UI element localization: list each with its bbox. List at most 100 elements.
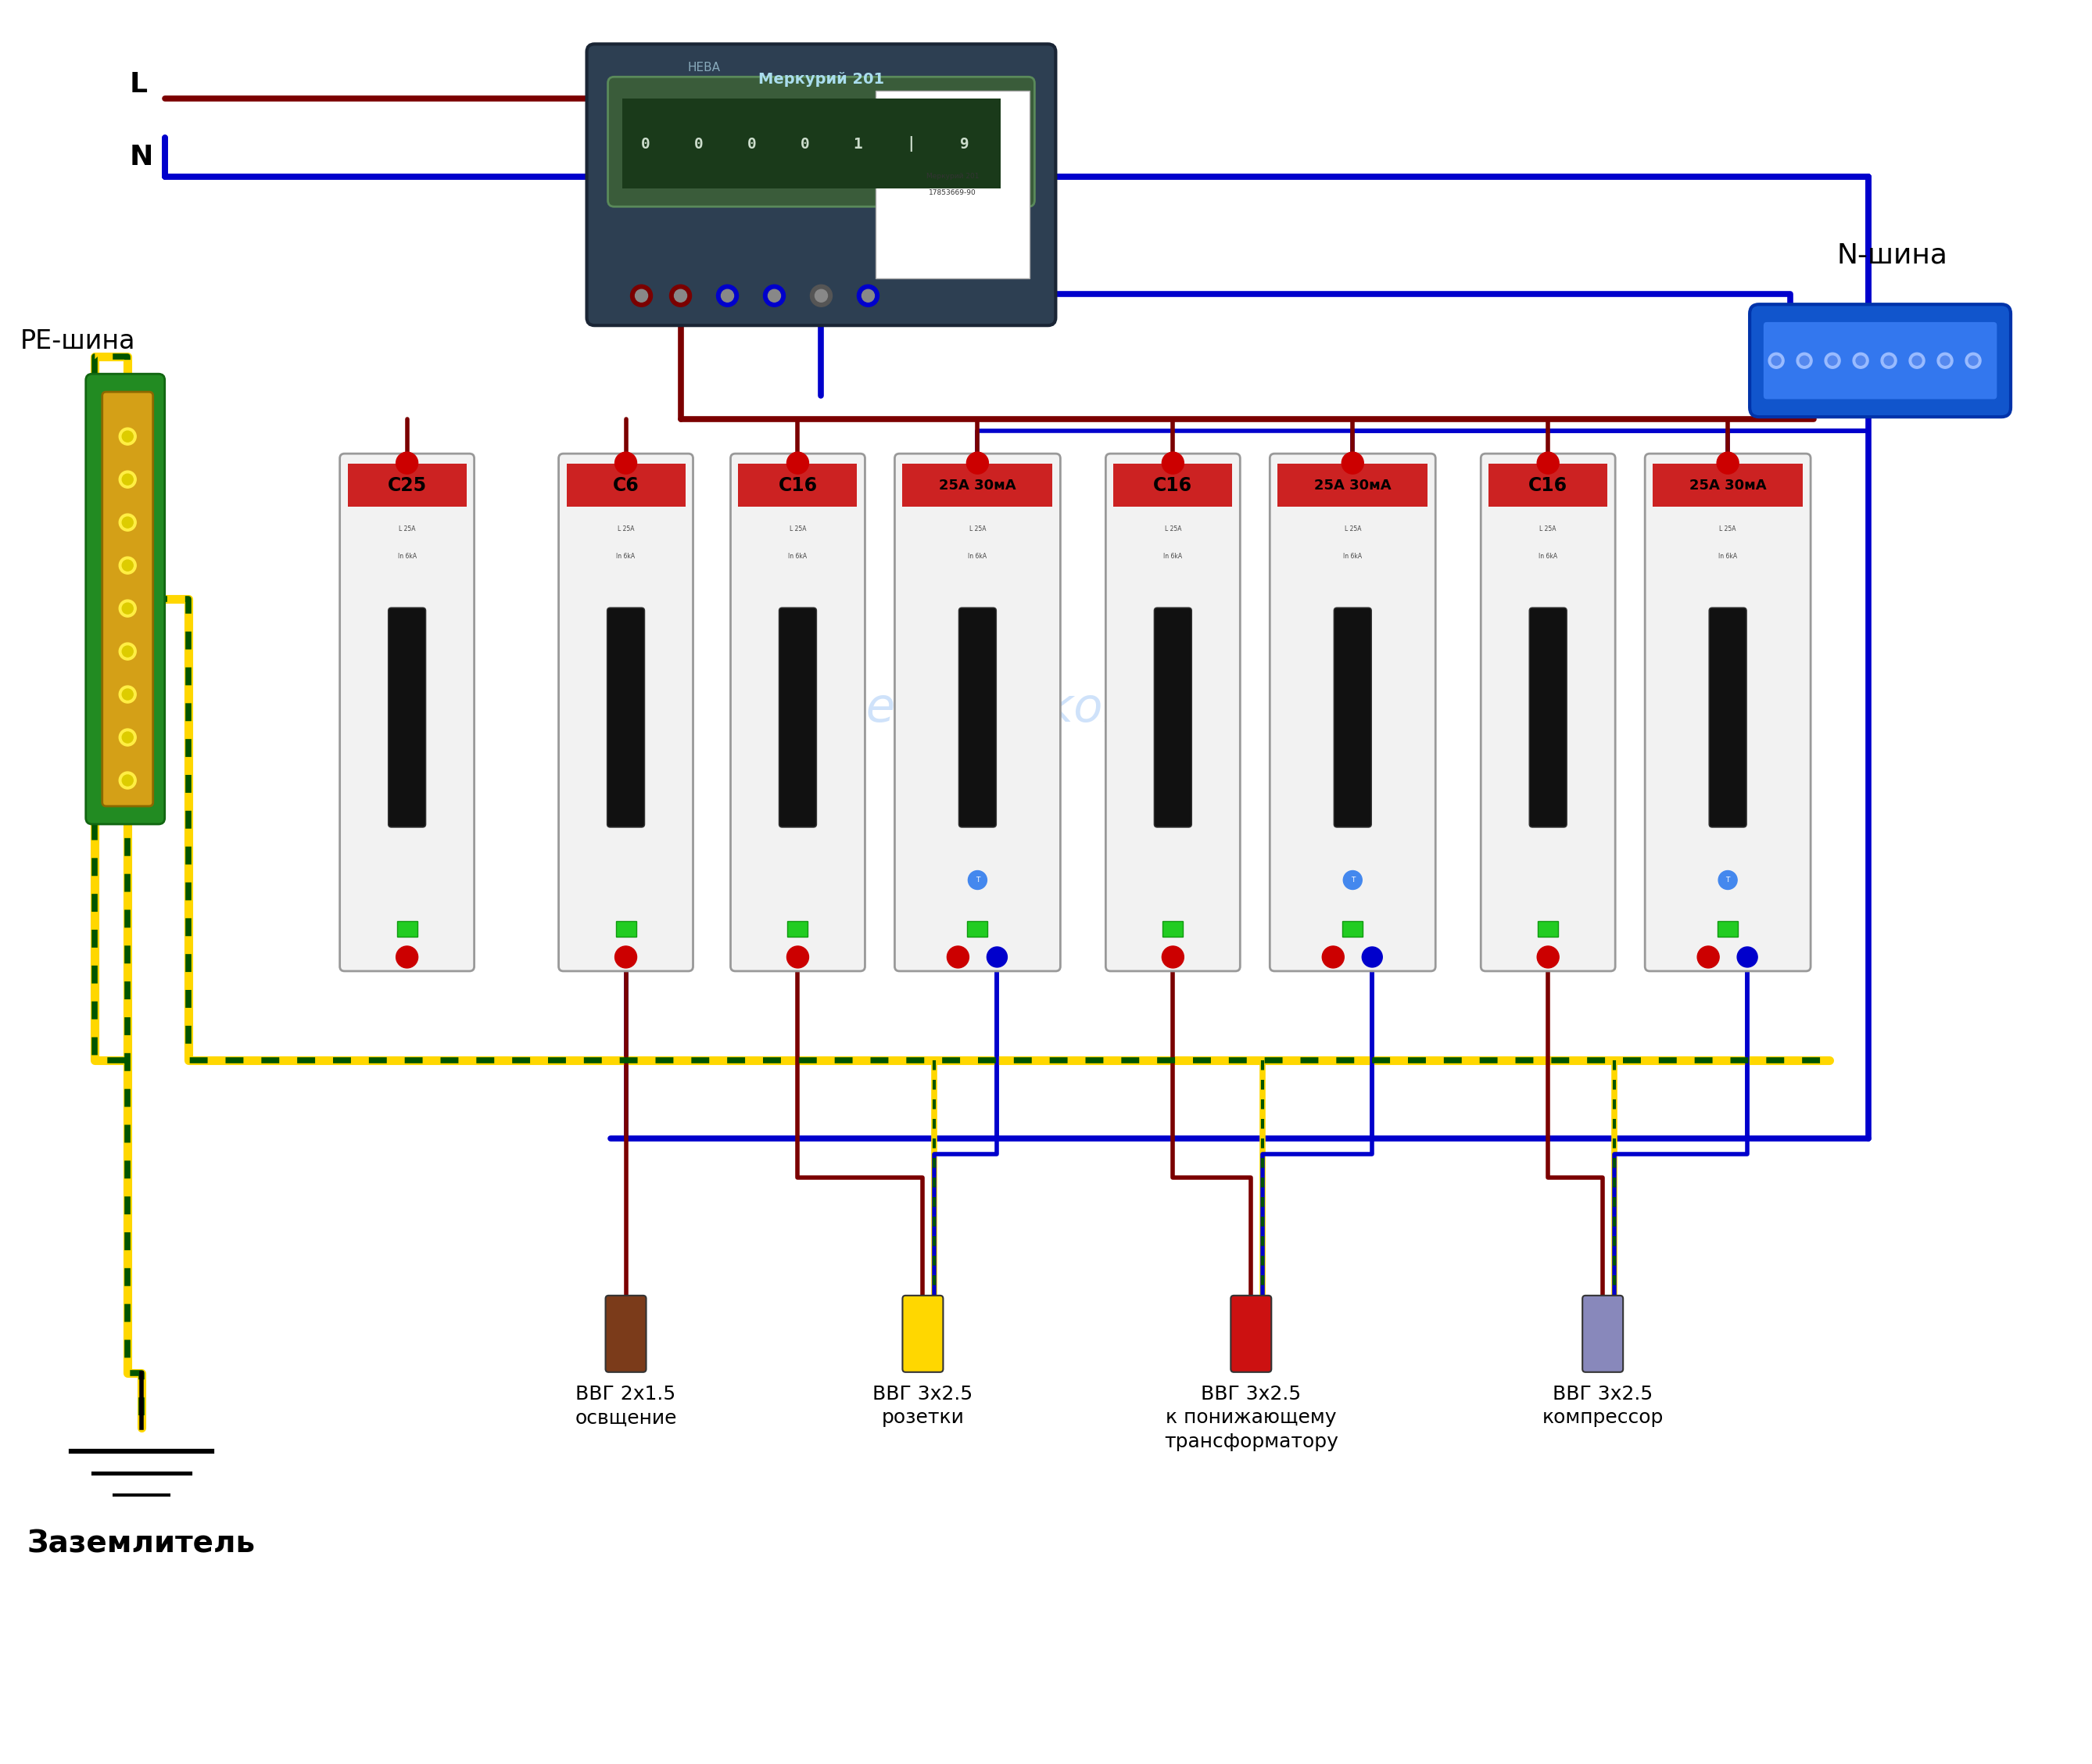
FancyBboxPatch shape [605, 1295, 646, 1372]
Text: In 6kA: In 6kA [789, 552, 808, 559]
FancyBboxPatch shape [389, 607, 427, 827]
Text: Заземлитель: Заземлитель [27, 1529, 255, 1559]
Circle shape [787, 452, 810, 475]
FancyBboxPatch shape [778, 607, 816, 827]
Circle shape [615, 452, 636, 475]
Text: 9: 9 [960, 136, 969, 152]
Text: In 6kA: In 6kA [397, 552, 416, 559]
Circle shape [1828, 356, 1837, 365]
Bar [787, 921, 808, 937]
Circle shape [119, 429, 136, 445]
Bar [1343, 921, 1362, 937]
Bar [967, 921, 987, 937]
Circle shape [1538, 452, 1559, 475]
Circle shape [1885, 356, 1893, 365]
Circle shape [967, 452, 987, 475]
Circle shape [1538, 946, 1559, 968]
Circle shape [121, 690, 134, 700]
Circle shape [1718, 452, 1738, 475]
Bar [1718, 921, 1738, 937]
Circle shape [1964, 353, 1981, 369]
Circle shape [1362, 947, 1383, 967]
Circle shape [674, 289, 686, 302]
FancyBboxPatch shape [958, 607, 996, 827]
Text: L 25A: L 25A [617, 526, 634, 533]
Circle shape [987, 947, 1006, 967]
Text: НЕВА: НЕВА [688, 62, 720, 74]
Circle shape [121, 732, 134, 743]
Circle shape [1161, 452, 1184, 475]
FancyBboxPatch shape [586, 44, 1056, 325]
Text: ВВГ 2х1.5
освщение: ВВГ 2х1.5 освщение [575, 1385, 678, 1427]
Text: N-шина: N-шина [1837, 242, 1948, 268]
FancyBboxPatch shape [607, 607, 644, 827]
Circle shape [722, 289, 734, 302]
Circle shape [787, 946, 810, 968]
FancyBboxPatch shape [1582, 1295, 1623, 1372]
Circle shape [948, 946, 969, 968]
Bar [1163, 921, 1184, 937]
Circle shape [121, 559, 134, 572]
FancyBboxPatch shape [1335, 607, 1372, 827]
Bar [567, 464, 686, 506]
Bar [738, 464, 858, 506]
FancyBboxPatch shape [895, 453, 1061, 972]
Circle shape [1910, 353, 1925, 369]
Circle shape [1824, 353, 1841, 369]
Circle shape [121, 603, 134, 614]
Text: C25: C25 [387, 476, 427, 496]
Text: 0: 0 [640, 136, 651, 152]
Circle shape [669, 284, 692, 307]
Bar [621, 99, 1000, 189]
FancyBboxPatch shape [1749, 305, 2010, 416]
Circle shape [1969, 356, 1977, 365]
FancyBboxPatch shape [1230, 1295, 1272, 1372]
Bar [397, 921, 416, 937]
Circle shape [119, 471, 136, 489]
Circle shape [119, 600, 136, 617]
Text: 0: 0 [695, 136, 703, 152]
Text: 0: 0 [801, 136, 810, 152]
FancyBboxPatch shape [1155, 607, 1192, 827]
Text: ВВГ 3х2.5
розетки: ВВГ 3х2.5 розетки [872, 1385, 973, 1427]
Circle shape [768, 289, 780, 302]
Circle shape [858, 284, 879, 307]
Circle shape [121, 430, 134, 443]
Circle shape [121, 517, 134, 527]
Bar [1653, 464, 1803, 506]
Bar [347, 464, 467, 506]
Text: In 6kA: In 6kA [1163, 552, 1182, 559]
Circle shape [1768, 353, 1784, 369]
FancyBboxPatch shape [1644, 453, 1812, 972]
Text: L: L [130, 71, 149, 99]
Text: L 25A: L 25A [1345, 526, 1362, 533]
Text: 25A 30мА: 25A 30мА [1688, 478, 1766, 492]
Bar [1490, 464, 1607, 506]
Circle shape [1854, 353, 1868, 369]
Circle shape [764, 284, 784, 307]
Text: РЕ-шина: РЕ-шина [21, 328, 136, 355]
FancyBboxPatch shape [1529, 607, 1567, 827]
Circle shape [1736, 947, 1757, 967]
Circle shape [121, 646, 134, 656]
Text: Меркурий 201

17853669-90: Меркурий 201 17853669-90 [927, 173, 979, 196]
FancyBboxPatch shape [730, 453, 864, 972]
FancyBboxPatch shape [1764, 321, 1998, 400]
Text: L 25A: L 25A [400, 526, 416, 533]
Text: N: N [130, 145, 153, 171]
Circle shape [1797, 353, 1812, 369]
Circle shape [1343, 871, 1362, 889]
Text: L 25A: L 25A [1720, 526, 1736, 533]
Text: C16: C16 [778, 476, 818, 496]
Text: T: T [1726, 877, 1730, 884]
FancyBboxPatch shape [1709, 607, 1747, 827]
Circle shape [121, 475, 134, 485]
Circle shape [1341, 452, 1364, 475]
Text: 1: 1 [854, 136, 862, 152]
Bar [1538, 921, 1559, 937]
Text: 0: 0 [747, 136, 755, 152]
Circle shape [1912, 356, 1923, 365]
Circle shape [630, 284, 653, 307]
Circle shape [1718, 871, 1736, 889]
Text: elektroshkola.ru: elektroshkola.ru [822, 686, 1209, 732]
